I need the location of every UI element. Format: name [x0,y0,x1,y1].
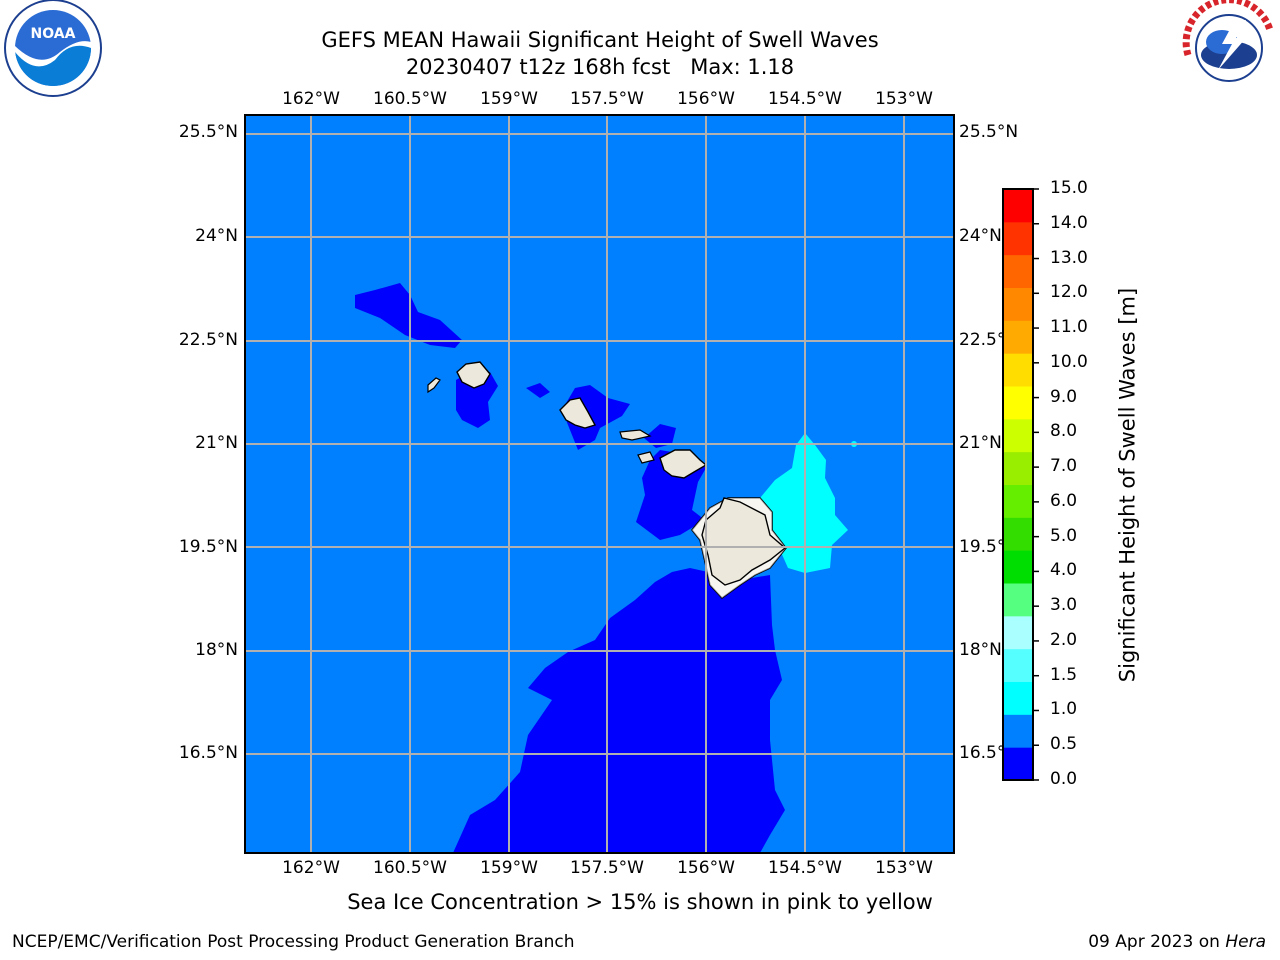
lat-label-right: 22.5°N [959,330,1003,350]
colorbar-tick-label: 10.0 [1050,351,1088,372]
colorbar-segment [1003,517,1033,551]
colorbar-tick-label: 5.0 [1050,525,1078,546]
colorbar-segment [1003,714,1033,748]
lat-label-right: 19.5°N [959,537,1003,557]
island-maui [659,449,708,479]
swell-region-low-kauai [456,372,498,428]
footer-date-text: 09 Apr 2023 on [1088,932,1226,952]
colorbar-segment [1003,681,1033,715]
map-subtitle: 20230407 t12z 168h fcst Max: 1.18 [405,55,795,79]
graticule [245,115,954,853]
lat-label-left: 22.5°N [178,330,238,350]
colorbar-tick-label: 11.0 [1050,317,1088,338]
colorbar-segment [1003,221,1033,256]
colorbar-tick-label: 1.0 [1050,699,1078,720]
colorbar-segment [1003,353,1033,387]
noaa-logo: NOAA [4,0,102,97]
lat-label-right: 21°N [959,433,1002,453]
colorbar-tick-label: 1.5 [1050,664,1078,685]
lon-label-top: 154.5°W [768,89,842,109]
colorbar-tick-label: 9.0 [1050,386,1078,407]
map-area [244,114,955,854]
island-kahoolawe [637,451,655,464]
swell-region-low-lanai [644,424,676,448]
footer-date: 09 Apr 2023 on Hera [1088,932,1266,952]
lon-label-bottom: 162°W [282,858,340,878]
lon-label-bottom: 157.5°W [570,858,644,878]
lon-label-top: 156°W [677,89,735,109]
swell-region-low-south [453,568,785,853]
colorbar-tick-label: 6.0 [1050,490,1078,511]
lat-label-right: 25.5°N [959,122,1019,142]
lat-label-left: 18°N [195,640,238,660]
lon-label-top: 162°W [282,89,340,109]
island-kauai [456,361,491,389]
lat-label-right: 24°N [959,226,1002,246]
lon-label-bottom: 159°W [480,858,538,878]
lon-label-top: 157.5°W [570,89,644,109]
colorbar-segment [1003,550,1033,584]
colorbar-segment [1003,386,1033,420]
colorbar-tick-label: 12.0 [1050,282,1088,303]
swell-region-low-oahu-east [526,383,550,398]
lon-label-bottom: 156°W [677,858,735,878]
colorbar-tick-label: 2.0 [1050,629,1078,650]
colorbar-segment [1003,615,1033,650]
sea-ice-note: Sea Ice Concentration > 15% is shown in … [347,890,933,914]
footer-credit: NCEP/EMC/Verification Post Processing Pr… [12,932,575,952]
lat-label-right: 16.5°N [959,743,1003,763]
island-oahu [559,397,597,429]
lon-label-bottom: 160.5°W [373,858,447,878]
lat-label-left: 19.5°N [178,537,238,557]
colorbar-tick-label: 0.0 [1050,769,1078,789]
colorbar-segment [1003,418,1033,453]
colorbar-tick-label: 8.0 [1050,421,1078,442]
colorbar-segment [1003,254,1033,288]
footer-host: Hera [1225,932,1266,952]
lon-label-top: 159°W [480,89,538,109]
lat-label-left: 24°N [195,226,238,246]
colorbar-tick-label: 4.0 [1050,560,1078,581]
lon-label-top: 153°W [875,89,933,109]
colorbar-title: Significant Height of Swell Waves [m] [1115,287,1140,683]
colorbar-tick-label: 7.0 [1050,456,1078,477]
island-niihau [427,377,441,394]
colorbar-segment [1003,189,1033,223]
colorbar-segment [1003,287,1033,321]
colorbar-segment [1003,583,1033,617]
lat-label-left: 21°N [195,433,238,453]
lon-label-bottom: 153°W [875,858,933,878]
colorbar-segment [1003,451,1033,485]
island-molokai [619,429,652,441]
swell-region-low-niihau [355,283,462,348]
lon-label-bottom: 154.5°W [768,858,842,878]
colorbar-segment [1003,747,1033,781]
lat-label-right: 18°N [959,640,1002,660]
lat-label-left: 25.5°N [178,122,238,142]
colorbar-tick-label: 13.0 [1050,247,1088,268]
colorbar-tick-label: 14.0 [1050,212,1088,233]
colorbar-tick-label: 15.0 [1050,178,1088,198]
colorbar-segment [1003,320,1033,354]
nws-logo [1181,0,1277,96]
lon-label-top: 160.5°W [373,89,447,109]
colorbar-frame [1002,188,1034,781]
svg-text:NOAA: NOAA [31,26,76,42]
colorbar-segment [1003,484,1033,518]
map-frame [244,114,955,854]
lat-label-left: 16.5°N [178,743,238,763]
colorbar [1002,188,1039,781]
colorbar-segment [1003,648,1033,682]
colorbar-tick-label: 3.0 [1050,595,1078,616]
colorbar-tick-label: 0.5 [1050,734,1078,755]
map-title: GEFS MEAN Hawaii Significant Height of S… [321,28,879,52]
